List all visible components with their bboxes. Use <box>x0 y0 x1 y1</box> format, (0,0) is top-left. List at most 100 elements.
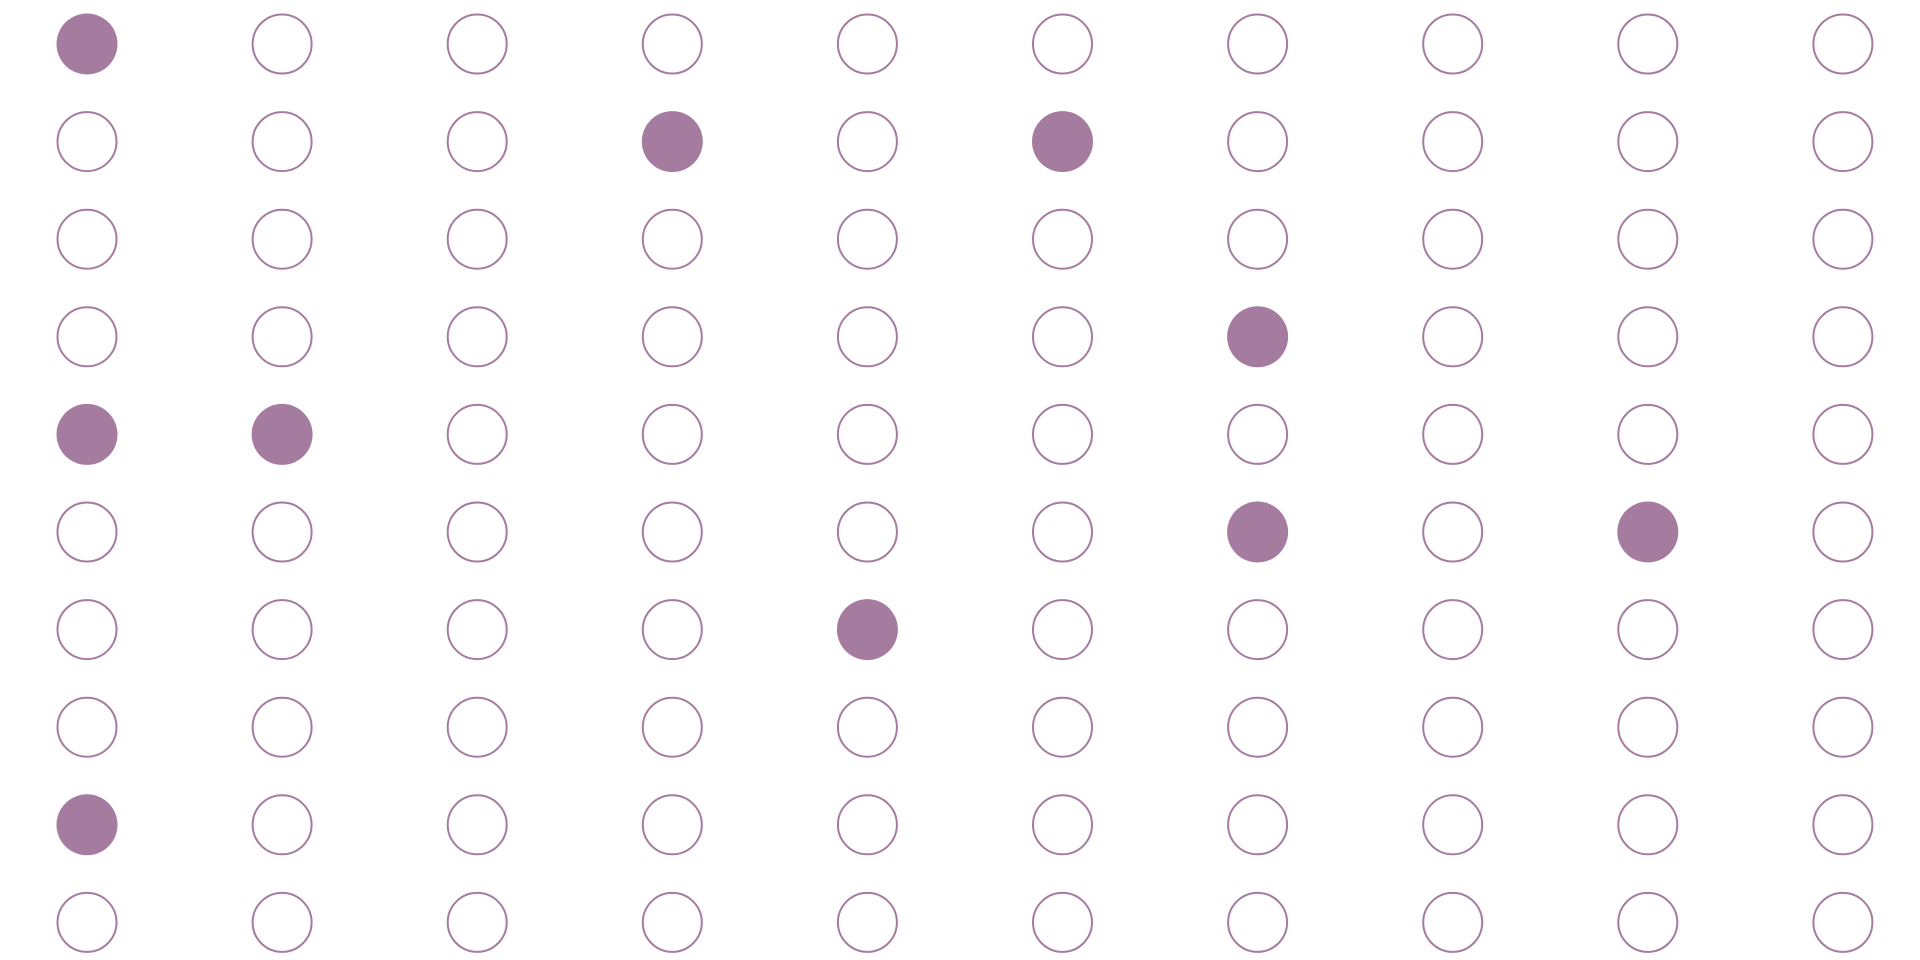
empty-dot <box>641 403 703 465</box>
empty-dot <box>1227 599 1289 661</box>
empty-dot <box>56 111 118 173</box>
empty-dot <box>251 794 313 856</box>
empty-dot <box>56 696 118 758</box>
empty-dot <box>1032 696 1093 758</box>
empty-dot <box>446 599 508 661</box>
empty-dot <box>836 13 898 75</box>
empty-dot <box>641 794 703 856</box>
empty-dot <box>1422 208 1484 270</box>
empty-dot <box>251 111 313 173</box>
filled-dot <box>641 111 703 173</box>
filled-dot <box>1032 111 1093 173</box>
empty-dot <box>1032 501 1093 563</box>
empty-dot <box>1422 696 1484 758</box>
empty-dot <box>836 501 898 563</box>
empty-dot <box>1617 403 1679 465</box>
empty-dot <box>446 306 508 368</box>
empty-dot <box>836 306 898 368</box>
empty-dot <box>1422 794 1484 856</box>
empty-dot <box>446 403 508 465</box>
empty-dot <box>56 208 118 270</box>
filled-dot <box>56 13 118 75</box>
empty-dot <box>641 208 703 270</box>
empty-dot <box>1617 794 1679 856</box>
filled-dot <box>836 599 898 661</box>
empty-dot <box>836 208 898 270</box>
empty-dot <box>251 891 313 953</box>
empty-dot <box>251 208 313 270</box>
empty-dot <box>1422 599 1484 661</box>
empty-dot <box>1032 13 1093 75</box>
empty-dot <box>446 794 508 856</box>
filled-dot <box>56 794 118 856</box>
empty-dot <box>1812 501 1874 563</box>
empty-dot <box>1227 13 1289 75</box>
empty-dot <box>446 111 508 173</box>
empty-dot <box>836 891 898 953</box>
empty-dot <box>1617 111 1679 173</box>
empty-dot <box>1227 111 1289 173</box>
empty-dot <box>836 111 898 173</box>
empty-dot <box>1812 794 1874 856</box>
empty-dot <box>1812 306 1874 368</box>
empty-dot <box>641 696 703 758</box>
filled-dot <box>1227 306 1289 368</box>
empty-dot <box>1032 306 1093 368</box>
empty-dot <box>1032 599 1093 661</box>
empty-dot <box>1227 403 1289 465</box>
empty-dot <box>836 403 898 465</box>
filled-dot <box>56 403 118 465</box>
filled-dot <box>1227 501 1289 563</box>
empty-dot <box>836 794 898 856</box>
empty-dot <box>1617 208 1679 270</box>
empty-dot <box>1032 794 1093 856</box>
empty-dot <box>836 696 898 758</box>
empty-dot <box>56 501 118 563</box>
empty-dot <box>56 891 118 953</box>
empty-dot <box>446 696 508 758</box>
empty-dot <box>1032 403 1093 465</box>
empty-dot <box>251 306 313 368</box>
empty-dot <box>641 501 703 563</box>
empty-dot <box>1422 13 1484 75</box>
filled-dot <box>1617 501 1679 563</box>
empty-dot <box>1422 891 1484 953</box>
empty-dot <box>1227 208 1289 270</box>
empty-dot <box>1812 403 1874 465</box>
empty-dot <box>251 696 313 758</box>
empty-dot <box>1227 794 1289 856</box>
empty-dot <box>251 599 313 661</box>
filled-dot <box>251 403 313 465</box>
empty-dot <box>251 13 313 75</box>
empty-dot <box>1422 111 1484 173</box>
empty-dot <box>446 501 508 563</box>
empty-dot <box>1422 403 1484 465</box>
empty-dot <box>641 306 703 368</box>
empty-dot <box>1227 891 1289 953</box>
empty-dot <box>1422 306 1484 368</box>
empty-dot <box>1812 891 1874 953</box>
empty-dot <box>1422 501 1484 563</box>
empty-dot <box>446 13 508 75</box>
empty-dot <box>641 891 703 953</box>
empty-dot <box>1812 13 1874 75</box>
empty-dot <box>1617 306 1679 368</box>
empty-dot <box>56 599 118 661</box>
empty-dot <box>1617 599 1679 661</box>
empty-dot <box>56 306 118 368</box>
empty-dot <box>1617 696 1679 758</box>
empty-dot <box>1617 13 1679 75</box>
empty-dot <box>251 501 313 563</box>
empty-dot <box>1032 208 1093 270</box>
empty-dot <box>446 891 508 953</box>
empty-dot <box>1617 891 1679 953</box>
empty-dot <box>1812 208 1874 270</box>
empty-dot <box>641 599 703 661</box>
empty-dot <box>1812 111 1874 173</box>
empty-dot <box>641 13 703 75</box>
empty-dot <box>1032 891 1093 953</box>
empty-dot <box>1812 696 1874 758</box>
empty-dot <box>446 208 508 270</box>
empty-dot <box>1812 599 1874 661</box>
